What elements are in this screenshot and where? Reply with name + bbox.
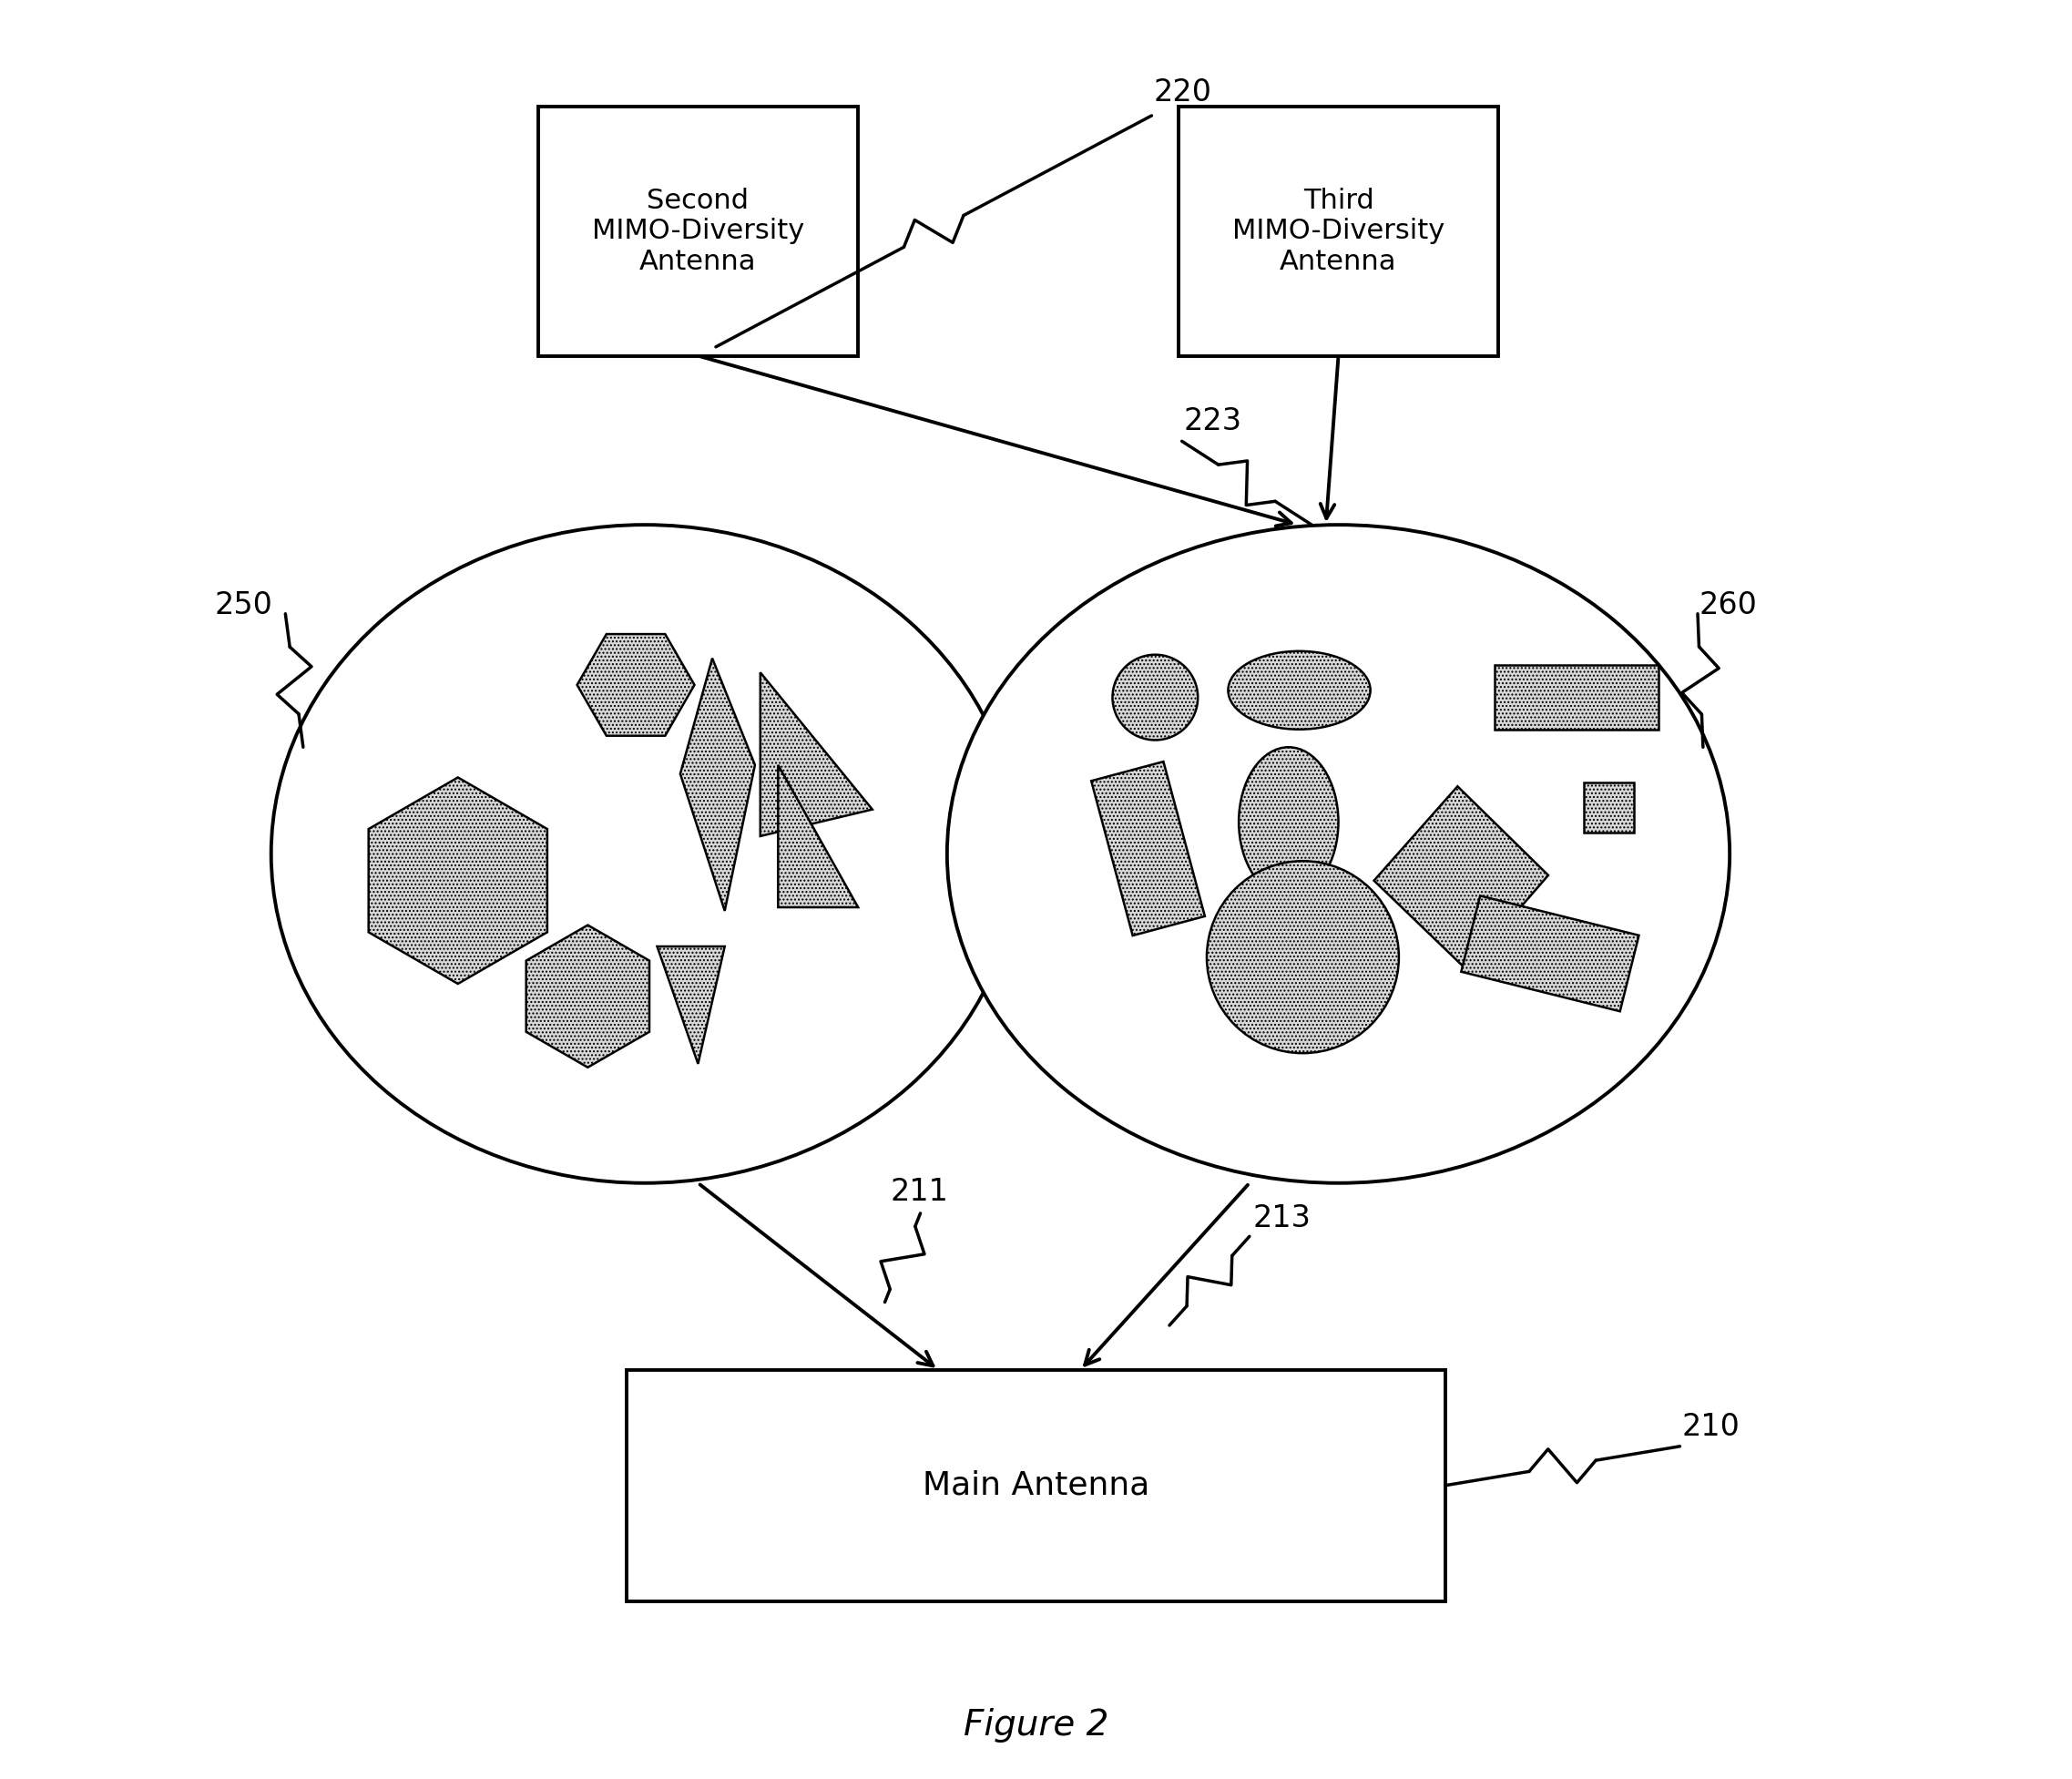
Text: Main Antenna: Main Antenna <box>922 1469 1150 1501</box>
Text: Figure 2: Figure 2 <box>963 1708 1109 1743</box>
Polygon shape <box>680 658 754 911</box>
Ellipse shape <box>271 525 1017 1183</box>
Polygon shape <box>1461 897 1639 1010</box>
Text: 250: 250 <box>213 591 271 619</box>
Ellipse shape <box>1229 651 1370 729</box>
Polygon shape <box>657 946 725 1064</box>
Polygon shape <box>779 765 858 907</box>
Polygon shape <box>1374 786 1548 970</box>
Polygon shape <box>369 777 547 984</box>
Text: 211: 211 <box>891 1178 949 1206</box>
FancyBboxPatch shape <box>539 107 858 356</box>
Text: 210: 210 <box>1682 1413 1740 1441</box>
FancyBboxPatch shape <box>1179 107 1498 356</box>
Text: 260: 260 <box>1699 591 1757 619</box>
Polygon shape <box>578 633 694 737</box>
Bar <box>1494 665 1658 729</box>
Circle shape <box>1206 861 1399 1053</box>
Text: 223: 223 <box>1183 407 1241 436</box>
Ellipse shape <box>1239 747 1339 897</box>
Bar <box>1583 783 1633 833</box>
Text: 220: 220 <box>1154 78 1212 107</box>
Text: Third
MIMO-Diversity
Antenna: Third MIMO-Diversity Antenna <box>1233 187 1444 276</box>
FancyBboxPatch shape <box>628 1370 1444 1601</box>
Ellipse shape <box>947 525 1730 1183</box>
Polygon shape <box>526 925 649 1067</box>
Circle shape <box>1113 655 1198 740</box>
Text: 213: 213 <box>1254 1204 1312 1233</box>
Polygon shape <box>1092 761 1204 936</box>
Polygon shape <box>760 672 872 836</box>
Text: Second
MIMO-Diversity
Antenna: Second MIMO-Diversity Antenna <box>593 187 804 276</box>
